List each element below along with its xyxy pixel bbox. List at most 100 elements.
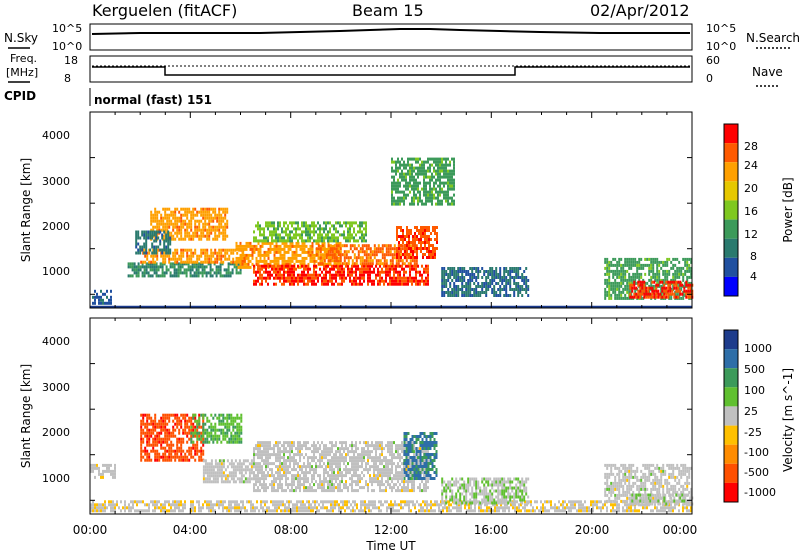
heatmap-cell — [656, 269, 659, 273]
heatmap-cell — [409, 178, 411, 182]
heatmap-cell — [208, 231, 211, 235]
heatmap-cell — [422, 232, 424, 235]
heatmap-cell — [174, 213, 177, 217]
heatmap-cell — [146, 458, 149, 462]
heatmap-cell — [405, 256, 408, 260]
heatmap-cell — [279, 276, 281, 280]
heatmap-cell — [169, 271, 172, 275]
heatmap-cell — [291, 230, 293, 234]
heatmap-cell — [168, 434, 171, 438]
heatmap-cell — [240, 437, 243, 441]
heatmap-cell — [94, 503, 96, 507]
heatmap-cell — [281, 267, 283, 271]
heatmap-cell — [186, 413, 189, 417]
heatmap-cell — [379, 282, 381, 286]
heatmap-cell — [608, 290, 611, 294]
heatmap-cell — [271, 224, 273, 228]
heatmap-cell — [453, 273, 456, 276]
heatmap-cell — [351, 264, 353, 268]
heatmap-cell — [232, 422, 235, 426]
heatmap-cell — [606, 257, 609, 261]
heatmap-cell — [339, 247, 342, 251]
heatmap-cell — [305, 250, 308, 254]
heatmap-cell — [411, 202, 413, 206]
heatmap-cell — [238, 437, 241, 441]
heatmap-cell — [427, 190, 429, 194]
heatmap-cell — [267, 250, 270, 254]
heatmap-cell — [273, 247, 276, 251]
heatmap-cell — [620, 293, 623, 297]
heatmap-cell — [518, 509, 520, 513]
heatmap-cell — [194, 458, 197, 462]
heatmap-cell — [202, 431, 205, 435]
heatmap-cell — [150, 213, 153, 217]
heatmap-cell — [189, 268, 192, 272]
heatmap-cell — [616, 506, 618, 510]
heatmap-cell — [309, 230, 311, 234]
heatmap-cell — [293, 273, 295, 277]
heatmap-cell — [313, 276, 315, 280]
heatmap-cell — [441, 288, 444, 291]
heatmap-cell — [524, 506, 526, 510]
heatmap-cell — [263, 276, 265, 280]
heatmap-cell — [195, 271, 198, 275]
heatmap-cell — [554, 503, 556, 507]
heatmap-cell — [164, 434, 167, 438]
heatmap-cell — [96, 503, 98, 507]
heatmap-cell — [451, 291, 454, 294]
heatmap-cell — [251, 247, 254, 251]
heatmap-cell — [162, 503, 164, 507]
heatmap-cell — [469, 288, 472, 291]
heatmap-cell — [219, 262, 222, 266]
heatmap-cell — [152, 213, 155, 217]
heatmap-cell — [148, 443, 151, 447]
heatmap-cell — [212, 237, 215, 241]
heatmap-cell — [399, 175, 401, 179]
heatmap-cell — [275, 262, 278, 266]
heatmap-cell — [235, 271, 238, 275]
heatmap-cell — [325, 264, 327, 268]
heatmap-cell — [319, 236, 321, 240]
heatmap-cell — [455, 270, 458, 273]
heatmap-cell — [455, 285, 458, 288]
heatmap-cell — [166, 225, 169, 229]
heatmap-cell — [415, 196, 417, 200]
heatmap-cell — [311, 276, 313, 280]
heatmap-cell — [321, 239, 323, 243]
heatmap-cell — [503, 267, 506, 270]
heatmap-cell — [189, 271, 192, 275]
heatmap-cell — [240, 416, 243, 420]
heatmap-cell — [289, 262, 292, 266]
heatmap-cell — [188, 231, 191, 235]
heatmap-cell — [361, 221, 363, 225]
heatmap-cell — [148, 260, 151, 264]
heatmap-cell — [146, 254, 149, 258]
heatmap-cell — [322, 503, 324, 507]
heatmap-cell — [391, 196, 393, 200]
heatmap-cell — [201, 274, 204, 278]
heatmap-cell — [135, 251, 138, 255]
heatmap-cell — [379, 247, 382, 251]
heatmap-cell — [381, 253, 384, 257]
heatmap-cell — [453, 199, 455, 203]
heatmap-cell — [196, 440, 199, 444]
heatmap-cell — [437, 196, 439, 200]
heatmap-cell — [672, 272, 675, 276]
heatmap-cell — [190, 446, 193, 450]
heatmap-cell — [678, 275, 681, 279]
heatmap-cell — [256, 500, 258, 504]
heatmap-cell — [206, 222, 209, 226]
heatmap-cell — [389, 262, 392, 266]
heatmap-cell — [432, 509, 434, 513]
heatmap-cell — [560, 503, 562, 507]
heatmap-cell — [172, 455, 175, 459]
heatmap-cell — [675, 283, 678, 287]
heatmap-cell — [303, 241, 306, 245]
heatmap-cell — [315, 250, 318, 254]
heatmap-cell — [161, 236, 164, 240]
heatmap-cell — [327, 247, 330, 251]
heatmap-cell — [622, 506, 624, 510]
heatmap-cell — [449, 273, 452, 276]
heatmap-cell — [554, 506, 556, 510]
heatmap-cell — [158, 452, 161, 456]
